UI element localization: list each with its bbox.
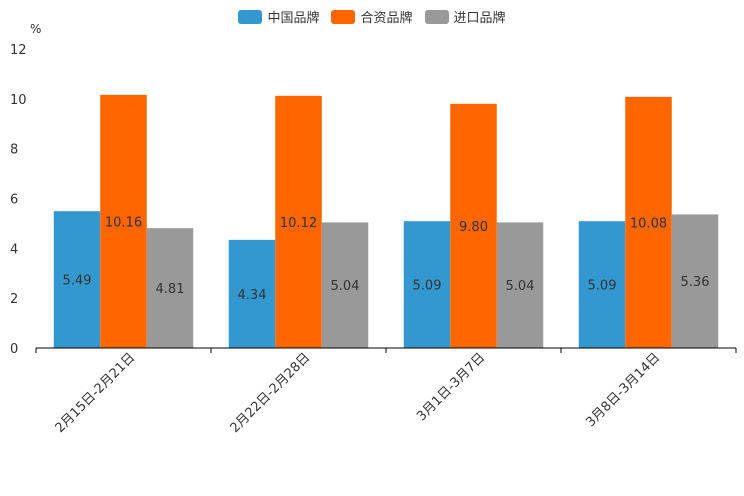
x-tick-label: 2月22日-2月28日 (228, 350, 314, 436)
legend-swatch-import-brand (424, 9, 449, 24)
chart-legend: 中国品牌 合资品牌 进口品牌 (0, 7, 744, 26)
bar[interactable] (625, 96, 672, 348)
legend-item-china-brand[interactable]: 中国品牌 (238, 7, 319, 26)
x-tick-label: 3月8日-3月14日 (583, 350, 663, 430)
y-tick-label: 4 (10, 242, 18, 257)
bar[interactable] (671, 214, 719, 348)
bar[interactable] (100, 94, 147, 348)
legend-swatch-jv-brand (331, 9, 356, 24)
y-axis-unit-label: % (30, 22, 41, 36)
bar-value-label: 10.08 (630, 216, 667, 231)
y-tick-label: 2 (10, 292, 18, 307)
bars-group: 5.49 4.34 5.09 5.09 10.16 10.12 9.80 10.08 4.81 5… (53, 94, 719, 349)
legend-label-china-brand: 中国品牌 (267, 11, 320, 26)
bar-value-label: 5.09 (413, 279, 442, 294)
bar-value-label: 4.34 (238, 288, 267, 303)
legend-swatch-china-brand (238, 9, 263, 24)
bar[interactable] (275, 95, 322, 349)
legend-item-jv-brand[interactable]: 合资品牌 (331, 7, 413, 26)
bar[interactable] (496, 222, 544, 348)
bar-value-label: 10.12 (280, 216, 317, 231)
bar[interactable] (321, 222, 369, 348)
legend-label-import-brand: 进口品牌 (453, 11, 506, 26)
x-axis: 2月15日-2月21日 2月22日-2月28日 3月1日-3月7日 3月8日-3月14… (35, 347, 737, 436)
bar[interactable] (403, 221, 451, 348)
bar-value-label: 5.49 (63, 274, 92, 289)
y-axis: 0 2 4 6 8 10 12 (10, 43, 27, 357)
bar[interactable] (228, 239, 276, 348)
bar-value-label: 5.04 (331, 279, 360, 294)
bar-value-label: 10.16 (105, 215, 142, 230)
bar-value-label: 4.81 (156, 282, 185, 297)
y-tick-label: 6 (10, 193, 18, 208)
bar[interactable] (578, 221, 626, 348)
x-tick-label: 3月1日-3月7日 (414, 350, 488, 424)
y-tick-label: 12 (10, 43, 27, 58)
bar-value-label: 5.09 (588, 279, 617, 294)
x-tick-label: 2月15日-2月21日 (53, 350, 139, 436)
bar[interactable] (450, 103, 497, 348)
bar-value-label: 9.80 (459, 220, 488, 235)
bar[interactable] (146, 228, 194, 348)
bar[interactable] (53, 211, 101, 348)
bar-value-label: 5.04 (506, 279, 535, 294)
y-tick-label: 8 (10, 143, 18, 158)
bar-value-label: 5.36 (681, 275, 710, 290)
y-tick-label: 10 (10, 93, 27, 108)
legend-label-jv-brand: 合资品牌 (360, 11, 413, 26)
y-tick-label: 0 (10, 342, 18, 357)
legend-item-import-brand[interactable]: 进口品牌 (424, 7, 506, 26)
